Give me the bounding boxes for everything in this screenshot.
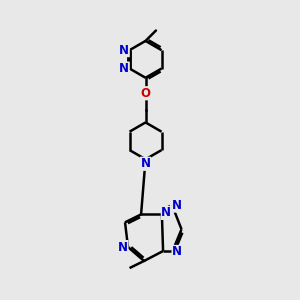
Text: N: N (118, 241, 128, 254)
Text: O: O (140, 87, 151, 100)
Text: N: N (119, 62, 129, 75)
Text: N: N (172, 245, 182, 258)
Text: N: N (161, 206, 171, 219)
Text: N: N (119, 44, 129, 57)
Text: N: N (140, 157, 151, 170)
Text: N: N (172, 199, 182, 212)
